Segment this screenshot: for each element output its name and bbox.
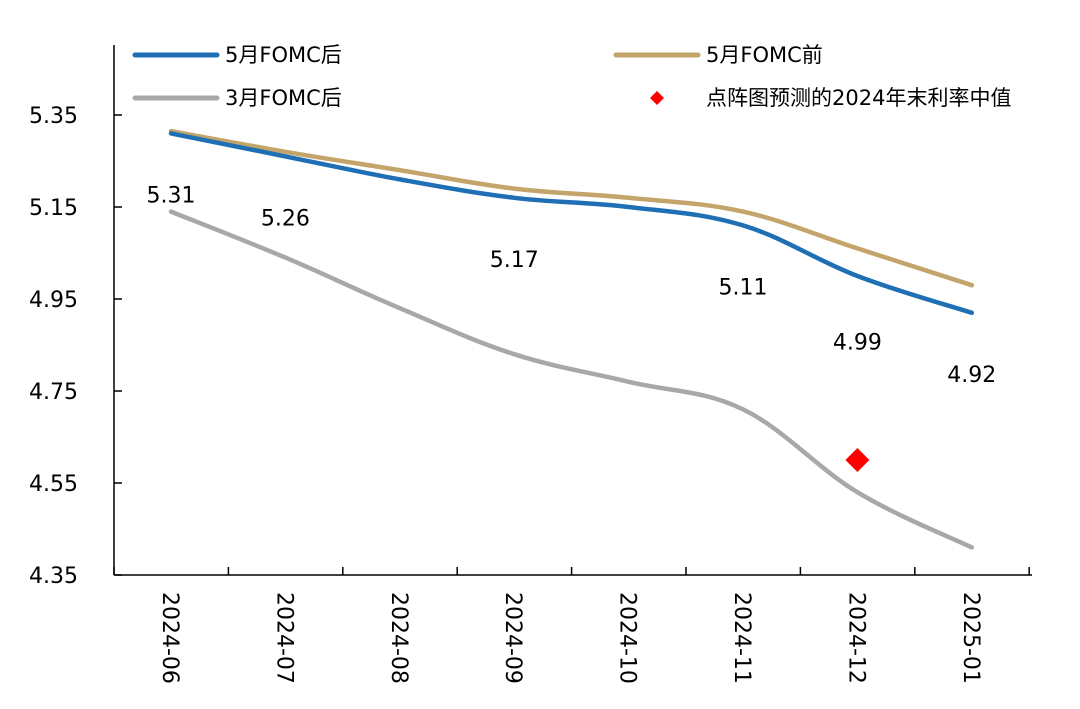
series-line-2 (168, 128, 975, 288)
y-tick-label: 5.15 (29, 196, 78, 221)
x-tick-label: 2024-12 (843, 592, 868, 684)
x-tick-label: 2024-08 (386, 592, 411, 684)
data-label: 5.11 (719, 275, 768, 300)
x-tick-label: 2024-06 (157, 592, 182, 684)
series-group (168, 128, 975, 550)
y-tick-label: 5.35 (29, 104, 78, 129)
y-tick-label: 4.55 (29, 472, 78, 497)
series-line-1 (168, 131, 975, 316)
legend-label-1: 5月FOMC后 (225, 43, 342, 67)
legend: 5月FOMC后 5月FOMC前 3月FOMC后 点阵图预测的2024年末利率中值 (132, 43, 1011, 110)
legend-label-3: 3月FOMC后 (225, 86, 342, 110)
x-tick-label: 2024-07 (271, 592, 296, 684)
axes: 4.35 4.55 4.75 4.95 5.15 5.35 2024-06 2024-07 20… (29, 45, 1032, 684)
dot-plot-marker (845, 448, 870, 472)
data-label: 4.92 (947, 363, 996, 388)
x-tick-label: 2025-01 (958, 592, 983, 684)
y-tick-label: 4.75 (29, 380, 78, 405)
data-label: 5.26 (261, 206, 310, 231)
legend-label-marker: 点阵图预测的2024年末利率中值 (706, 86, 1011, 110)
x-tick-label: 2024-11 (729, 592, 754, 684)
series-line-3 (168, 209, 975, 550)
data-label: 4.99 (833, 331, 882, 356)
y-tick-label: 4.95 (29, 288, 78, 313)
x-tick-label: 2024-10 (615, 592, 640, 684)
data-label: 5.17 (490, 248, 539, 273)
legend-swatch-marker (650, 91, 664, 105)
x-tick-label: 2024-09 (500, 592, 525, 684)
legend-label-2: 5月FOMC前 (706, 43, 823, 67)
y-tick-label: 4.35 (29, 564, 78, 589)
data-label: 5.31 (147, 183, 196, 208)
data-labels: 5.31 5.26 5.17 5.11 4.99 4.92 (147, 183, 997, 387)
